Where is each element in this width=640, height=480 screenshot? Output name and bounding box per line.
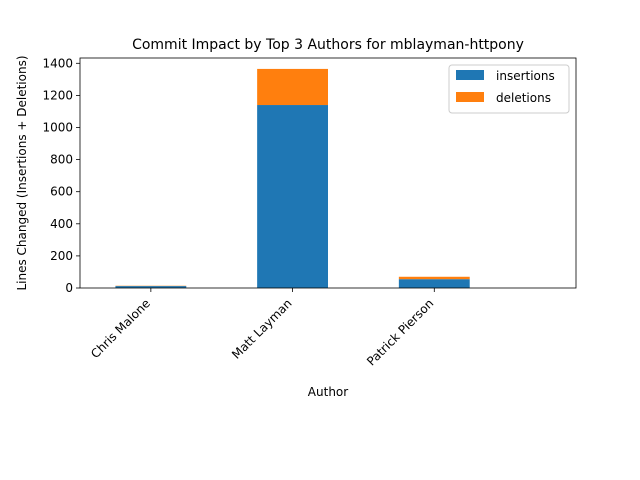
bar-insertions (257, 105, 328, 288)
y-tick-label: 400 (50, 217, 73, 231)
x-axis-label: Author (308, 385, 348, 399)
x-tick-label: Matt Layman (229, 296, 295, 362)
legend-label-insertions: insertions (496, 69, 555, 83)
bar-insertions (398, 279, 470, 288)
y-axis-label: Lines Changed (Insertions + Deletions) (15, 55, 29, 290)
y-tick-label: 200 (50, 249, 73, 263)
x-tick-label: Chris Malone (88, 296, 153, 361)
bar-deletions (257, 68, 328, 106)
x-axis-ticks: Chris Malone Matt Layman Patrick Pierson (88, 288, 436, 369)
y-tick-label: 1200 (42, 88, 73, 102)
y-tick-label: 1000 (42, 120, 73, 134)
y-tick-label: 600 (50, 185, 73, 199)
y-tick-label: 0 (65, 281, 73, 295)
bar-insertions (115, 286, 187, 288)
plot-area-frame (79, 57, 577, 289)
y-tick-label: 800 (50, 153, 73, 167)
legend-swatch-insertions (456, 70, 484, 80)
chart-title: Commit Impact by Top 3 Authors for mblay… (132, 37, 524, 53)
y-axis-ticks: 0 200 400 600 800 1000 1200 1400 (42, 56, 80, 295)
y-tick-label: 1400 (42, 56, 73, 70)
legend-swatch-deletions (456, 92, 484, 102)
bars (115, 68, 470, 288)
bar-deletions (398, 276, 470, 280)
x-tick-label: Patrick Pierson (364, 296, 436, 368)
legend-label-deletions: deletions (496, 91, 551, 105)
legend: insertions deletions (448, 64, 570, 114)
